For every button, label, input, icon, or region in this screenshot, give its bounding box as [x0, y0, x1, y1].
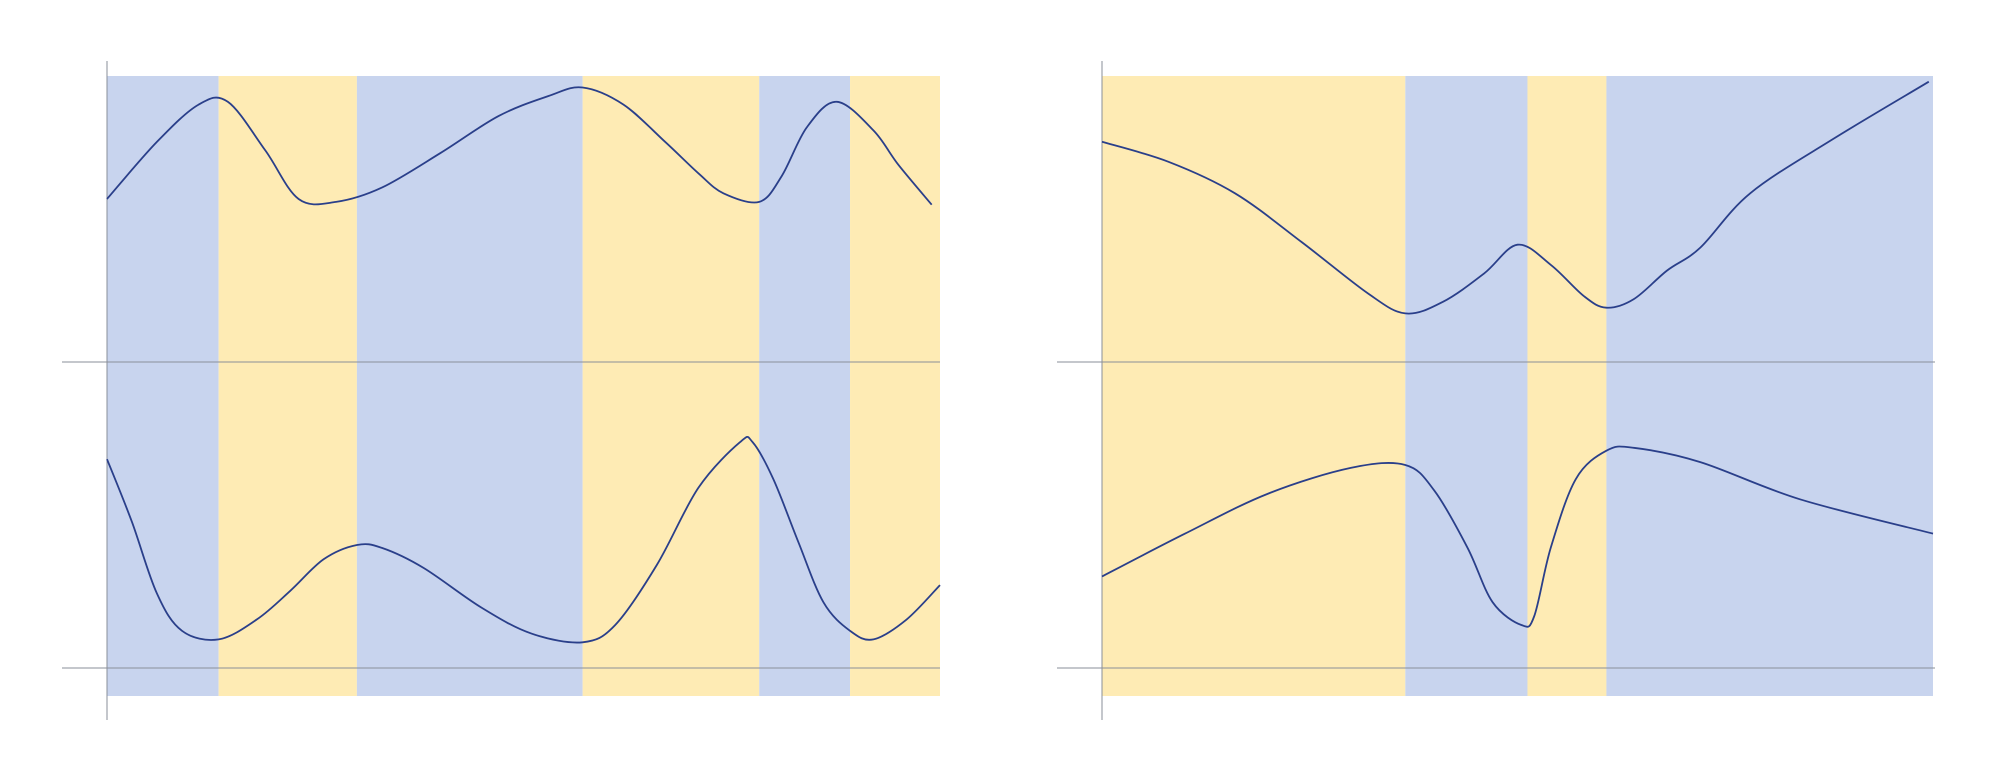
- band-yellow: [1102, 76, 1406, 696]
- series-line: [1101, 445, 1934, 628]
- series-line: [1101, 80, 1930, 315]
- series-line: [106, 436, 941, 644]
- band-yellow: [850, 76, 940, 696]
- band-blue: [1606, 76, 1933, 696]
- band-yellow: [1527, 76, 1607, 696]
- band-blue: [107, 76, 219, 696]
- chart-left: [62, 61, 941, 720]
- band-blue: [1405, 76, 1528, 696]
- band-yellow: [218, 76, 357, 696]
- band-blue: [356, 76, 583, 696]
- band-yellow: [582, 76, 760, 696]
- series-line: [106, 86, 933, 206]
- band-blue: [759, 76, 851, 696]
- chart-right: [1057, 61, 1935, 720]
